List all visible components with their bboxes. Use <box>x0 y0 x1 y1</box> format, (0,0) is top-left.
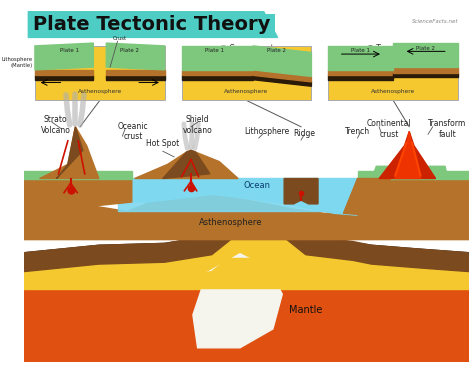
Polygon shape <box>24 206 469 272</box>
Polygon shape <box>393 73 458 77</box>
Polygon shape <box>395 131 420 179</box>
Polygon shape <box>328 75 393 80</box>
Text: ② Convergent
    Plate Boundary: ② Convergent Plate Boundary <box>212 44 281 63</box>
Bar <box>328 46 458 100</box>
Polygon shape <box>284 179 318 204</box>
Polygon shape <box>24 206 469 258</box>
Text: Plate 2: Plate 2 <box>120 48 139 53</box>
Text: Crust: Crust <box>113 36 127 41</box>
Text: Ridge: Ridge <box>293 129 315 138</box>
Polygon shape <box>24 289 469 362</box>
Polygon shape <box>24 242 469 362</box>
Polygon shape <box>163 150 210 179</box>
Polygon shape <box>118 179 372 215</box>
Text: ③ Transform
    Plate Boundary: ③ Transform Plate Boundary <box>356 44 425 63</box>
Text: Asthenosphere: Asthenosphere <box>224 89 269 94</box>
Polygon shape <box>106 75 164 80</box>
Polygon shape <box>357 171 469 179</box>
Polygon shape <box>357 179 469 215</box>
Polygon shape <box>106 70 164 75</box>
Polygon shape <box>24 221 469 260</box>
Text: Continental
crust: Continental crust <box>367 119 411 139</box>
Text: Asthenosphere: Asthenosphere <box>78 89 122 94</box>
Polygon shape <box>193 254 282 348</box>
Text: Mantle: Mantle <box>289 305 322 315</box>
Text: Lithosphere
(Mantle): Lithosphere (Mantle) <box>2 57 33 68</box>
Polygon shape <box>24 258 469 289</box>
Text: Shield
volcano: Shield volcano <box>183 116 212 135</box>
Polygon shape <box>393 67 458 73</box>
Text: Plate 2: Plate 2 <box>416 46 435 51</box>
Text: Plate 2: Plate 2 <box>267 48 286 53</box>
Polygon shape <box>24 221 469 287</box>
Polygon shape <box>253 70 311 82</box>
Polygon shape <box>379 131 436 179</box>
Text: Hot Spot: Hot Spot <box>146 139 180 148</box>
Polygon shape <box>24 211 469 289</box>
Polygon shape <box>374 166 447 174</box>
Polygon shape <box>35 70 93 75</box>
Polygon shape <box>182 46 253 70</box>
FancyBboxPatch shape <box>28 14 275 35</box>
Polygon shape <box>35 43 93 70</box>
Text: Trench: Trench <box>345 127 370 136</box>
Polygon shape <box>328 46 393 70</box>
Bar <box>182 46 311 100</box>
Polygon shape <box>135 150 238 179</box>
Text: Plate 1: Plate 1 <box>351 48 370 53</box>
Text: Asthenosphere: Asthenosphere <box>199 218 262 227</box>
Text: ① Divergent
    Plate Boundary: ① Divergent Plate Boundary <box>63 44 131 63</box>
Polygon shape <box>24 221 469 287</box>
Polygon shape <box>24 239 469 362</box>
Text: Ocean: Ocean <box>243 181 270 189</box>
Polygon shape <box>35 75 93 80</box>
Bar <box>35 46 164 100</box>
Polygon shape <box>28 11 278 37</box>
Polygon shape <box>328 70 393 75</box>
Text: Oceanic
crust: Oceanic crust <box>118 122 148 141</box>
Polygon shape <box>24 192 469 239</box>
Text: Plate 1: Plate 1 <box>61 48 80 53</box>
Text: Asthenosphere: Asthenosphere <box>371 89 415 94</box>
Polygon shape <box>343 179 391 216</box>
Polygon shape <box>393 43 458 67</box>
Polygon shape <box>182 70 253 75</box>
Polygon shape <box>24 242 469 289</box>
Polygon shape <box>253 46 311 76</box>
Polygon shape <box>106 43 164 70</box>
Polygon shape <box>24 179 132 213</box>
Polygon shape <box>24 171 132 179</box>
Text: Lithosphere: Lithosphere <box>245 127 290 136</box>
Polygon shape <box>174 263 278 357</box>
Polygon shape <box>253 75 311 86</box>
Text: Plate 1: Plate 1 <box>205 48 224 53</box>
Text: Strato
Volcano: Strato Volcano <box>41 116 71 135</box>
Polygon shape <box>182 75 253 80</box>
Polygon shape <box>118 179 372 211</box>
Text: Transform
fault: Transform fault <box>428 119 466 139</box>
Text: ScienceFacts.net: ScienceFacts.net <box>411 19 458 24</box>
Text: Plate Tectonic Theory: Plate Tectonic Theory <box>33 15 270 34</box>
Polygon shape <box>56 127 83 179</box>
Polygon shape <box>40 127 99 179</box>
